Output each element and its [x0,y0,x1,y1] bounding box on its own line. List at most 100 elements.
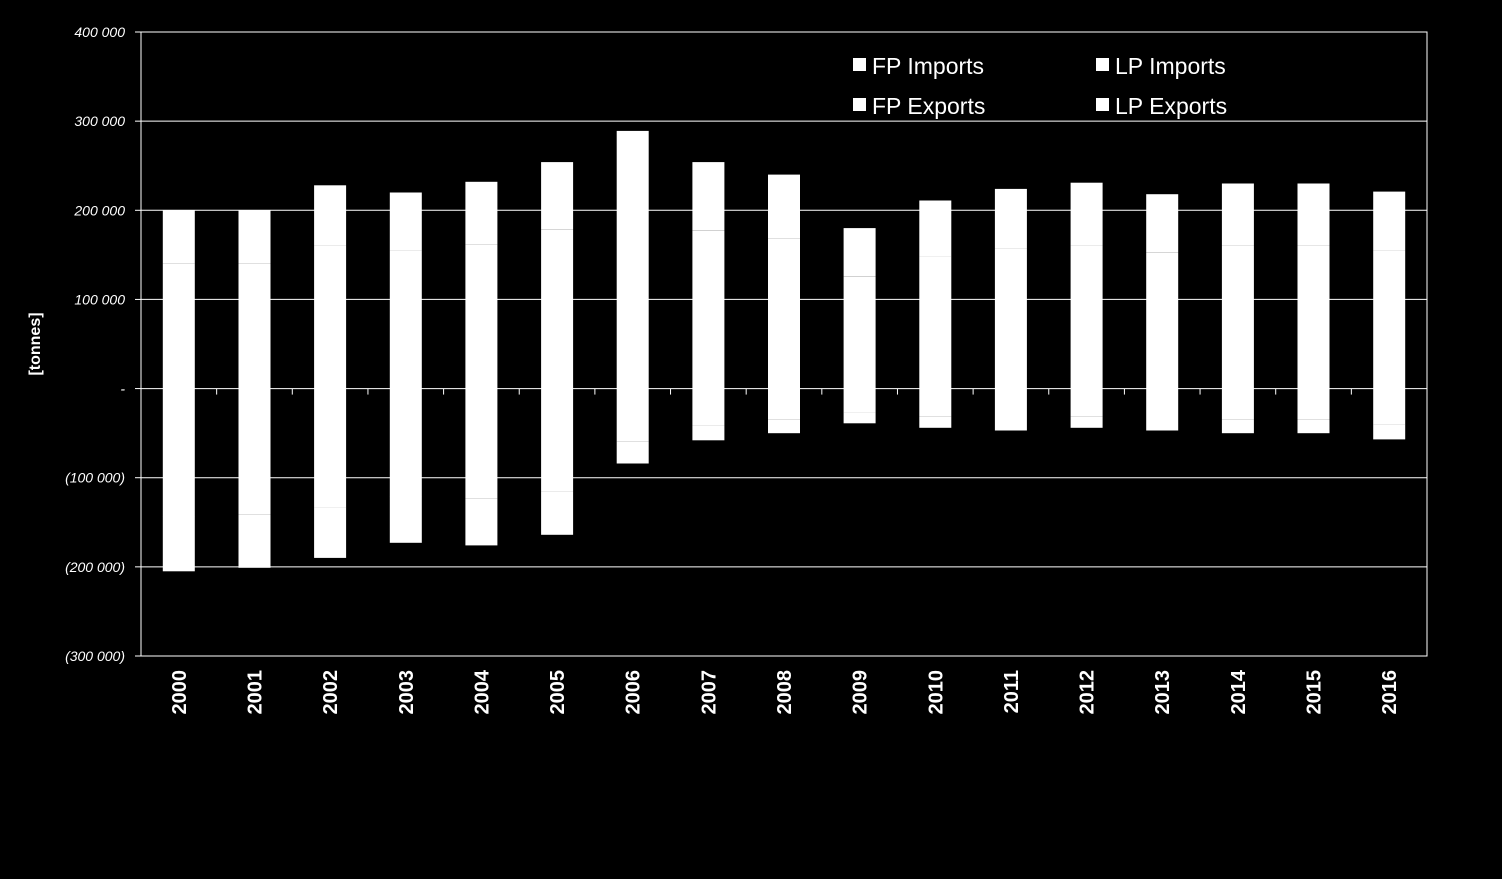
bar-segment [1221,245,1254,389]
x-tick-label: 2013 [1152,670,1174,715]
legend-label: FP Imports [872,53,984,79]
legend-swatch [853,98,866,111]
bar-segment [843,412,876,424]
bar-segment [389,496,422,543]
bar-segment [919,388,952,417]
bar-segment [238,388,271,515]
bar-segment [465,388,498,499]
bar-segment [843,388,876,413]
bar-segment [616,441,649,464]
bar-segment [1221,183,1254,245]
plot-area-frame [140,31,1428,657]
bar-segment [162,263,195,389]
bar-segment [162,516,195,572]
legend-label: LP Imports [1115,53,1226,79]
y-axis-ticks: 400 000 300 000 200 000 100 000 - (100 000) (2… [65,24,141,664]
bar-segment [1297,419,1330,434]
bar-segment [843,276,876,389]
bar-segment [1221,419,1254,434]
x-tick-label: 2015 [1304,670,1326,715]
bar-segment [541,388,574,492]
bar-segment [1146,418,1179,431]
bar-segment [1297,388,1330,420]
bar-segment [541,229,574,389]
bar-segment [919,200,952,257]
x-tick-label: 2012 [1077,670,1099,715]
bar-segment [692,425,725,441]
bar-segment [389,388,422,497]
bar-segment [768,388,800,420]
x-tick-label: 2016 [1379,670,1401,715]
bar-segment [692,388,725,426]
bar-segment [616,130,649,209]
bar-segment [1221,388,1254,420]
bar-segment [465,498,498,546]
bar-segment [919,416,952,428]
x-tick-label: 2000 [169,670,191,715]
bar-segment [994,248,1027,389]
bar-segment [1146,252,1179,389]
legend-label: LP Exports [1115,93,1227,119]
bar-segment [314,507,347,558]
bar-segment [1070,182,1103,246]
bar-segment [768,419,800,434]
legend: FP Imports LP Imports FP Exports LP Exports [853,53,1227,119]
legend-swatch [853,58,866,71]
x-tick-label: 2002 [320,670,342,715]
bar-segment [768,238,800,389]
y-tick-label: 300 000 [74,113,125,129]
bar-segment [768,174,800,239]
x-tick-label: 2008 [774,670,796,715]
x-tick-label: 2003 [396,670,418,715]
bar-segment [1146,388,1179,418]
legend-swatch [1096,98,1109,111]
bar-segment [389,250,422,389]
bar-segment [692,230,725,389]
bar-segment [238,210,271,264]
bar-segment [1373,424,1406,440]
x-tick-label: 2007 [698,670,720,715]
bar-segment [616,388,649,442]
y-tick-label: (200 000) [65,559,125,575]
x-tick-label: 2009 [850,670,872,715]
bar-segment [616,208,649,389]
x-tick-label: 2011 [1001,670,1023,713]
bar-segment [1297,245,1330,389]
y-tick-label: 200 000 [73,202,125,218]
y-tick-label: 400 000 [74,24,125,40]
y-tick-label: (300 000) [65,648,125,664]
bar-segment [314,185,347,246]
bar-segment [994,388,1027,418]
bar-segment [162,388,195,517]
bar-segment [994,188,1027,249]
bar-segment [1297,183,1330,245]
bar-segment [1070,245,1103,389]
bar-segment [994,418,1027,431]
x-tick-label: 2005 [547,670,569,715]
bar-segment [465,244,498,389]
bar-segment [843,228,876,277]
legend-label: FP Exports [872,93,985,119]
bar-segment [1373,388,1406,425]
y-tick-label: 100 000 [74,291,125,307]
x-axis-ticks: 2000 2001 2002 2003 2004 2005 2006 2007 2008 2009… [169,669,1401,714]
bar-segment [1146,194,1179,253]
bar-segment [692,162,725,231]
bar-segment [162,210,195,264]
bar-segment [1373,191,1406,251]
x-tick-label: 2014 [1228,669,1250,714]
bar-segment [541,162,574,230]
bar-segment [1070,388,1103,417]
bar-segment [919,256,952,389]
y-axis-label: [tonnes] [27,312,44,375]
y-tick-label: - [120,381,125,397]
bar-segment [389,192,422,251]
y-tick-label: (100 000) [65,470,125,486]
legend-swatch [1096,58,1109,71]
bar-segment [465,181,498,245]
bar-segment [314,245,347,389]
bar-segment [541,491,574,535]
x-tick-label: 2006 [623,670,645,715]
